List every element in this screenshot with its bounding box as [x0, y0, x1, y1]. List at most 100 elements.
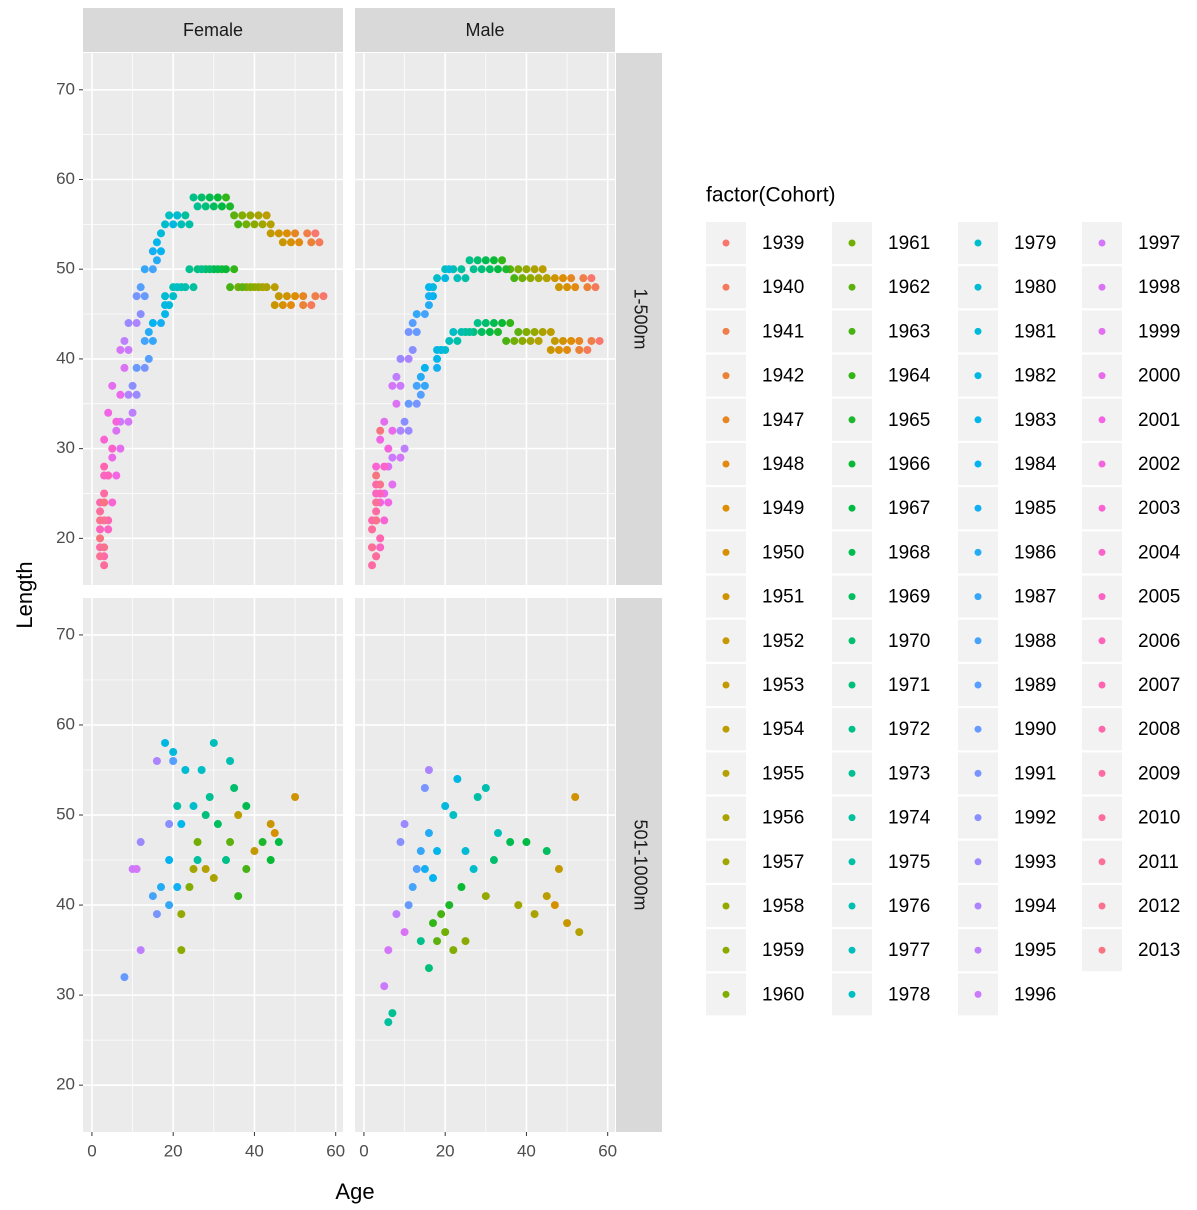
point [530, 265, 539, 274]
point [461, 274, 470, 283]
point [161, 301, 170, 310]
legend-label: 2012 [1138, 896, 1180, 917]
point [270, 283, 279, 292]
legend-key-dot [722, 990, 730, 998]
point [522, 838, 531, 847]
x-tick-label: 40 [517, 1141, 536, 1160]
point [157, 229, 165, 238]
y-tick-label: 50 [56, 805, 75, 824]
point [124, 319, 133, 328]
legend-label: 1940 [762, 277, 804, 298]
point [416, 847, 425, 856]
point [457, 328, 466, 337]
legend-label: 2005 [1138, 587, 1180, 608]
strip-background [355, 8, 615, 52]
point [189, 865, 198, 874]
point [530, 910, 539, 919]
legend-key-dot [848, 283, 856, 291]
point [587, 274, 596, 283]
point [380, 516, 389, 525]
point [477, 328, 486, 337]
point [550, 901, 559, 910]
legend-key-dot [1098, 327, 1106, 335]
legend-label: 2001 [1138, 410, 1180, 431]
point [209, 738, 218, 747]
point [193, 856, 202, 865]
y-tick-label: 40 [56, 895, 75, 914]
legend-label: 1994 [1014, 896, 1057, 917]
legend-key-dot [974, 504, 982, 512]
legend-label: 1974 [888, 808, 931, 829]
legend-key-dot [848, 990, 856, 998]
point [144, 354, 153, 363]
legend-key-dot [1098, 239, 1106, 247]
point [453, 274, 462, 283]
point [148, 247, 157, 256]
legend-label: 1985 [1014, 498, 1056, 519]
point [408, 345, 417, 354]
point [128, 381, 137, 390]
point [116, 345, 125, 354]
point [437, 910, 446, 919]
point [226, 283, 235, 292]
legend-label: 1972 [888, 719, 930, 740]
point [368, 525, 377, 534]
point [132, 363, 141, 372]
legend-key-dot [1098, 637, 1106, 645]
point [571, 793, 580, 802]
legend-key-dot [848, 416, 856, 424]
point [278, 238, 287, 247]
point [372, 498, 381, 507]
point [522, 265, 531, 274]
panel-background [83, 598, 343, 1132]
point [510, 336, 519, 345]
legend-label: 1999 [1138, 321, 1180, 342]
point [433, 354, 442, 363]
point [481, 256, 490, 265]
point [205, 193, 214, 202]
legend-key-dot [848, 548, 856, 556]
point [485, 328, 494, 337]
point [542, 847, 551, 856]
point [100, 462, 109, 471]
point [587, 336, 596, 345]
point [420, 784, 429, 793]
point [234, 220, 243, 229]
y-tick-label: 60 [56, 169, 75, 188]
point [173, 883, 182, 892]
legend-label: 1942 [762, 366, 804, 387]
strip-background [616, 53, 662, 585]
point [420, 381, 429, 390]
point [311, 229, 320, 238]
point [481, 892, 490, 901]
point [404, 354, 413, 363]
legend-key-dot [722, 725, 730, 733]
legend-label: 2002 [1138, 454, 1180, 475]
point [494, 328, 502, 337]
point [112, 417, 121, 426]
point [453, 336, 462, 345]
point [477, 265, 486, 274]
legend-label: 1959 [762, 940, 804, 961]
point [246, 211, 255, 220]
legend-key-dot [974, 681, 982, 689]
legend-label: 1956 [762, 808, 804, 829]
point [181, 765, 190, 774]
point [396, 381, 405, 390]
point [140, 292, 149, 301]
point [571, 283, 580, 292]
point [144, 328, 153, 337]
legend-label: 1948 [762, 454, 804, 475]
point [412, 328, 421, 337]
point [266, 220, 275, 229]
legend-label: 1967 [888, 498, 930, 519]
point [181, 211, 190, 220]
legend-key-dot [722, 327, 730, 335]
legend-key-dot [974, 239, 982, 247]
point [242, 802, 251, 811]
point [384, 1018, 393, 1027]
point [506, 319, 515, 328]
legend-key-dot [974, 990, 982, 998]
point [412, 381, 421, 390]
legend-key-dot [1098, 725, 1106, 733]
